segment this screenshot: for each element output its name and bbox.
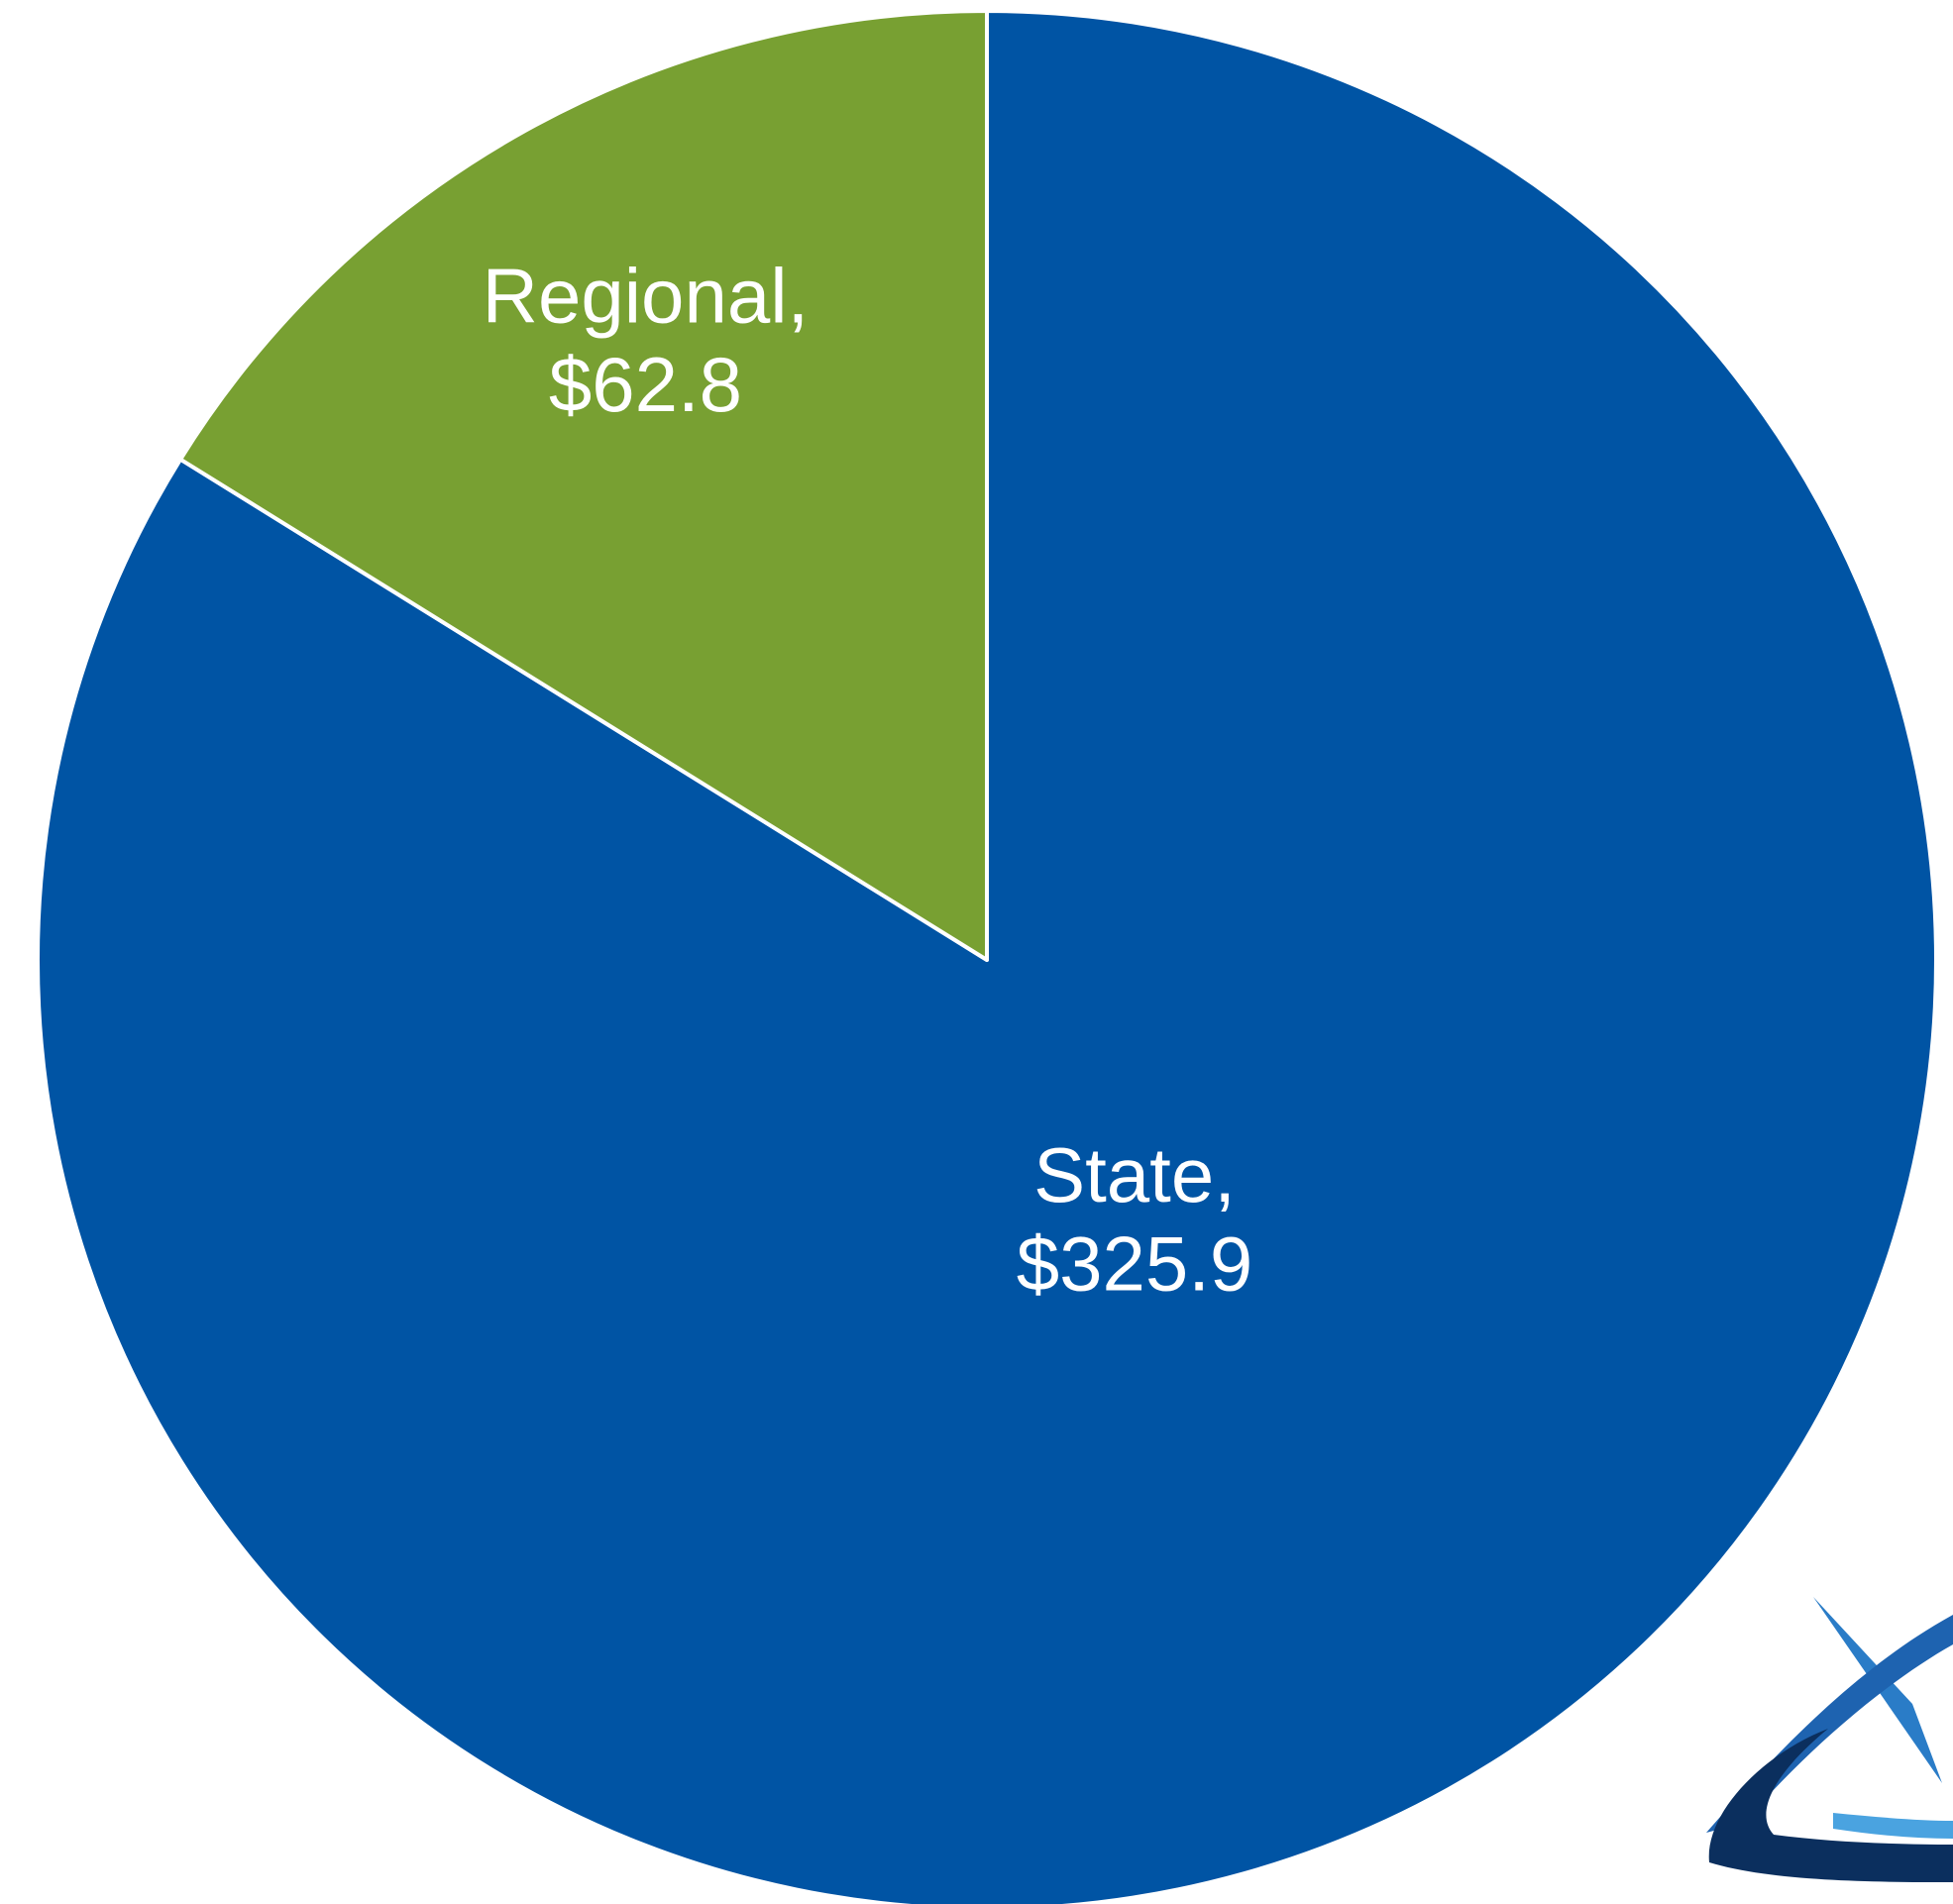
logo bbox=[1706, 1597, 1953, 1882]
data-label: Regional, bbox=[483, 252, 810, 339]
label-separator: , bbox=[788, 252, 810, 339]
category-label: State bbox=[1033, 1131, 1214, 1218]
value-label: $325.9 bbox=[1017, 1220, 1253, 1308]
logo-stroke bbox=[1708, 1729, 1953, 1882]
value-label: $62.8 bbox=[549, 341, 742, 428]
label-separator: , bbox=[1214, 1131, 1236, 1218]
data-label: State, bbox=[1033, 1131, 1236, 1218]
logo-stroke bbox=[1833, 1813, 1953, 1839]
pie bbox=[36, 9, 1938, 1904]
pie-slice bbox=[36, 9, 1938, 1904]
category-label: Regional bbox=[483, 252, 788, 339]
pie-slice bbox=[178, 9, 989, 962]
